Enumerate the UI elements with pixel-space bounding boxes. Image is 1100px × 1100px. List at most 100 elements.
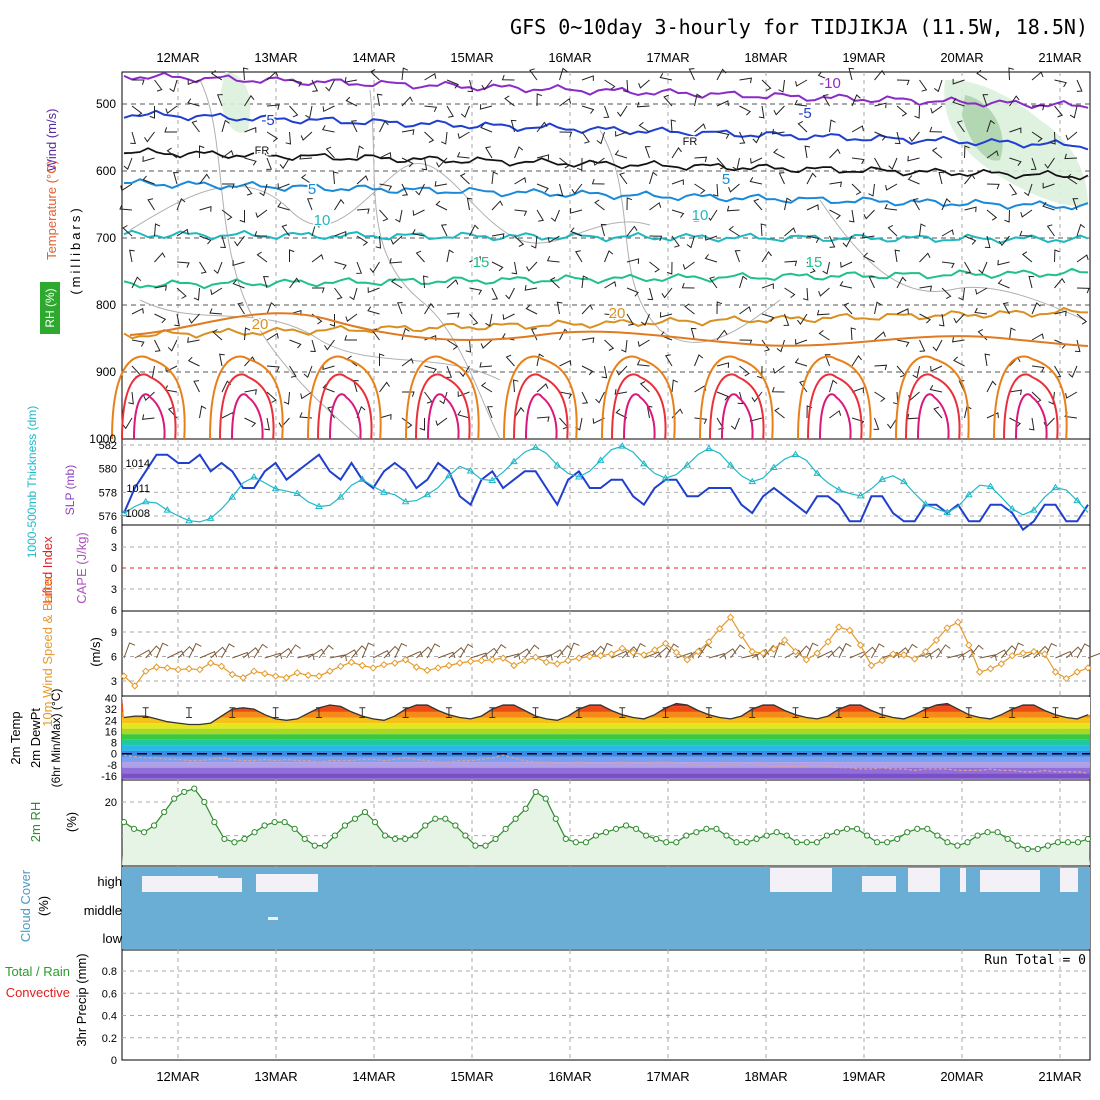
rh-point	[452, 822, 459, 829]
wind-barb	[505, 354, 515, 367]
rh-point	[201, 798, 208, 806]
wind-barb	[934, 79, 943, 93]
rh-point	[733, 839, 740, 846]
wind-barb	[310, 339, 316, 353]
rh-point	[984, 829, 991, 836]
wind10m-barb	[437, 651, 456, 659]
wind-barb	[941, 287, 952, 300]
wind-barb	[716, 391, 729, 401]
wind-barb	[626, 225, 638, 237]
isotherm-label: FR	[255, 145, 270, 157]
wind10m-barb	[947, 653, 965, 661]
wind-barb	[594, 199, 605, 211]
low-level-contour	[111, 355, 186, 440]
wind10m-point	[1062, 674, 1071, 683]
wind-barb	[536, 183, 549, 193]
wind10m-point	[694, 647, 702, 656]
low-level-contour	[623, 393, 656, 440]
rh-point	[532, 788, 539, 796]
wind-barb	[1030, 157, 1037, 170]
wind-barb	[122, 225, 133, 237]
stability-tick: 6	[111, 605, 117, 617]
wind-barb	[1009, 95, 1020, 107]
wind10m-point	[824, 638, 832, 646]
wind-barb	[480, 382, 493, 393]
thickness-marker	[986, 482, 995, 489]
wind-barb	[334, 261, 347, 270]
wind-barb	[581, 337, 595, 343]
wind-barb	[300, 131, 313, 141]
wind-barb	[930, 365, 943, 372]
wind10m-barb	[470, 652, 488, 659]
low-level-contour	[797, 355, 872, 440]
wind-barb	[716, 329, 728, 341]
temp-minmax-bar	[445, 707, 452, 718]
wind-barb	[244, 327, 251, 341]
wind-barb	[931, 147, 943, 159]
thickness-marker	[1051, 483, 1060, 491]
wind-barb	[851, 94, 861, 107]
wind10m-barb	[318, 644, 334, 659]
wind-barb	[896, 79, 910, 86]
wind-barb	[424, 391, 433, 404]
wind-barb	[885, 183, 898, 191]
wind-barb	[446, 79, 459, 89]
wind-barb	[637, 339, 650, 347]
wind-barb	[958, 287, 965, 301]
low-level-contour	[317, 373, 373, 440]
wind-barb	[279, 157, 290, 170]
rh-point	[974, 832, 981, 839]
cloud-level-middle: middle	[84, 903, 122, 918]
wind-barb	[306, 198, 313, 211]
wind-barb	[266, 365, 280, 372]
wind-barb	[739, 131, 746, 144]
wind-barb	[941, 229, 954, 237]
wind-barb	[638, 79, 650, 89]
wind-barb	[446, 365, 453, 378]
date-label-top: 14MAR	[352, 50, 395, 65]
panel-frame	[121, 949, 1091, 1061]
wind-barb	[817, 71, 830, 81]
wind-barb	[514, 209, 528, 217]
wind-barb	[670, 119, 677, 133]
wind-barb	[299, 412, 313, 419]
thickness-marker	[228, 493, 237, 500]
wind10m-point	[261, 669, 269, 678]
wind-barb	[491, 287, 499, 300]
wind-barb	[761, 339, 770, 352]
wind-barb	[929, 126, 943, 133]
wind-barb	[390, 235, 403, 245]
wind-barb	[964, 145, 970, 159]
wind10m-point	[986, 665, 995, 673]
rh-point	[482, 842, 489, 849]
isotherm-label: 20	[609, 305, 626, 322]
wind-barb	[894, 249, 901, 263]
wind10m-barb	[416, 646, 433, 659]
wind-barb	[797, 313, 808, 325]
wind10m-point	[651, 646, 659, 654]
wind-barb	[199, 173, 210, 185]
wind-barb	[761, 251, 772, 263]
wind10m-point	[163, 664, 172, 672]
wind-barb	[266, 131, 279, 142]
wind-barb	[415, 183, 425, 196]
wind-barb	[799, 380, 808, 393]
wind-barb	[481, 79, 493, 91]
isotherm-label: 15	[806, 254, 823, 271]
wind-barb	[956, 120, 965, 133]
rh-point	[171, 795, 178, 802]
date-label-bottom: 14MAR	[352, 1069, 395, 1084]
low-level-contour	[1015, 393, 1048, 440]
wind-barb	[424, 365, 437, 374]
wind-barb	[1044, 157, 1055, 169]
wind-barb	[604, 313, 618, 321]
wind-barb	[615, 131, 628, 137]
wind-barb	[349, 287, 358, 301]
wind-barb	[325, 146, 335, 159]
rh-point	[1084, 835, 1092, 843]
temp2m-minmax-ylabel: (6hr Min/Max) (°C)	[49, 689, 63, 788]
wind-barb	[244, 94, 255, 107]
precip-tick: 0	[111, 1055, 117, 1067]
wind-barb	[154, 79, 163, 92]
wind-barb	[401, 157, 414, 168]
